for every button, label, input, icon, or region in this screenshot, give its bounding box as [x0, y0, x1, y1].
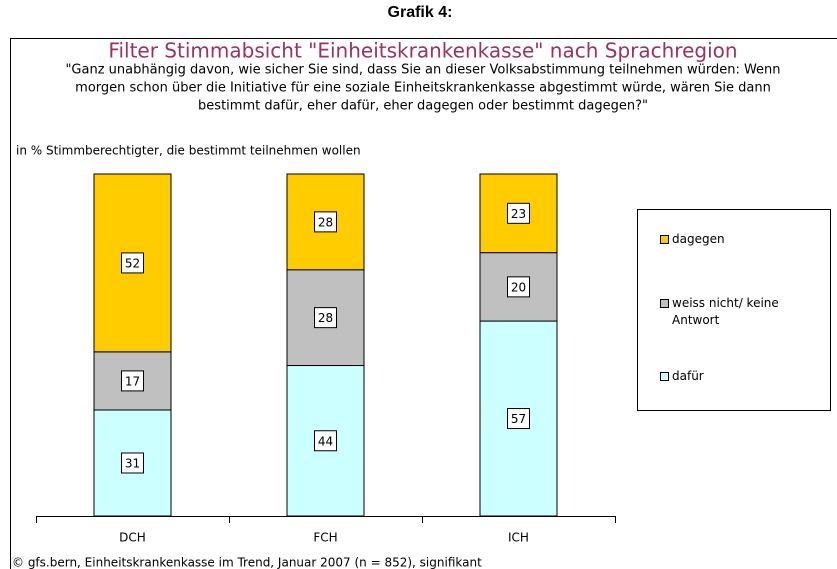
chart-title: Filter Stimmabsicht "Einheitskrankenkass… — [108, 39, 737, 63]
legend-item: dagegen — [660, 231, 797, 248]
value-label-box — [314, 307, 337, 329]
value-label-box — [121, 252, 144, 274]
x-tick-label: FCH — [313, 531, 337, 545]
value-label-box — [314, 211, 337, 233]
value-label-box — [507, 276, 530, 298]
value-label-box — [121, 452, 144, 474]
legend-swatch — [660, 235, 669, 244]
value-label-box — [507, 408, 530, 430]
question-line: morgen schon über die Initiative für ein… — [75, 81, 771, 96]
value-label: 23 — [511, 207, 526, 221]
legend-swatch — [660, 372, 669, 381]
question-line: "Ganz unabhängig davon, wie sicher Sie s… — [65, 63, 780, 78]
legend-label: dafür — [672, 369, 704, 383]
legend-label: weiss nicht/ keine Antwort — [672, 296, 779, 327]
legend-item: weiss nicht/ keine Antwort — [660, 295, 797, 329]
value-label-box — [314, 430, 337, 452]
value-label: 44 — [318, 434, 333, 448]
frame — [10, 38, 837, 569]
value-label-box — [507, 202, 530, 224]
legend-label: dagegen — [672, 232, 725, 246]
x-tick-label: ICH — [508, 531, 529, 545]
value-label: 31 — [125, 456, 140, 470]
value-label: 20 — [511, 280, 526, 294]
value-label: 17 — [125, 374, 140, 388]
heading: Grafik 4: — [388, 4, 453, 21]
value-label: 52 — [125, 256, 140, 270]
value-label: 28 — [318, 215, 333, 229]
value-label-box — [121, 370, 144, 392]
value-label: 28 — [318, 311, 333, 325]
legend-item: dafür — [660, 368, 797, 385]
y-label: in % Stimmberechtigter, die bestimmt tei… — [16, 144, 361, 158]
footer: © gfs.bern, Einheitskrankenkasse im Tren… — [12, 556, 482, 569]
x-tick-label: DCH — [119, 531, 146, 545]
legend-swatch — [660, 299, 669, 308]
legend: dafür weiss nicht/ keine Antwort dagegen — [637, 209, 831, 411]
value-label: 57 — [511, 412, 526, 426]
question-line: bestimmt dafür, eher dafür, eher dagegen… — [198, 99, 648, 114]
